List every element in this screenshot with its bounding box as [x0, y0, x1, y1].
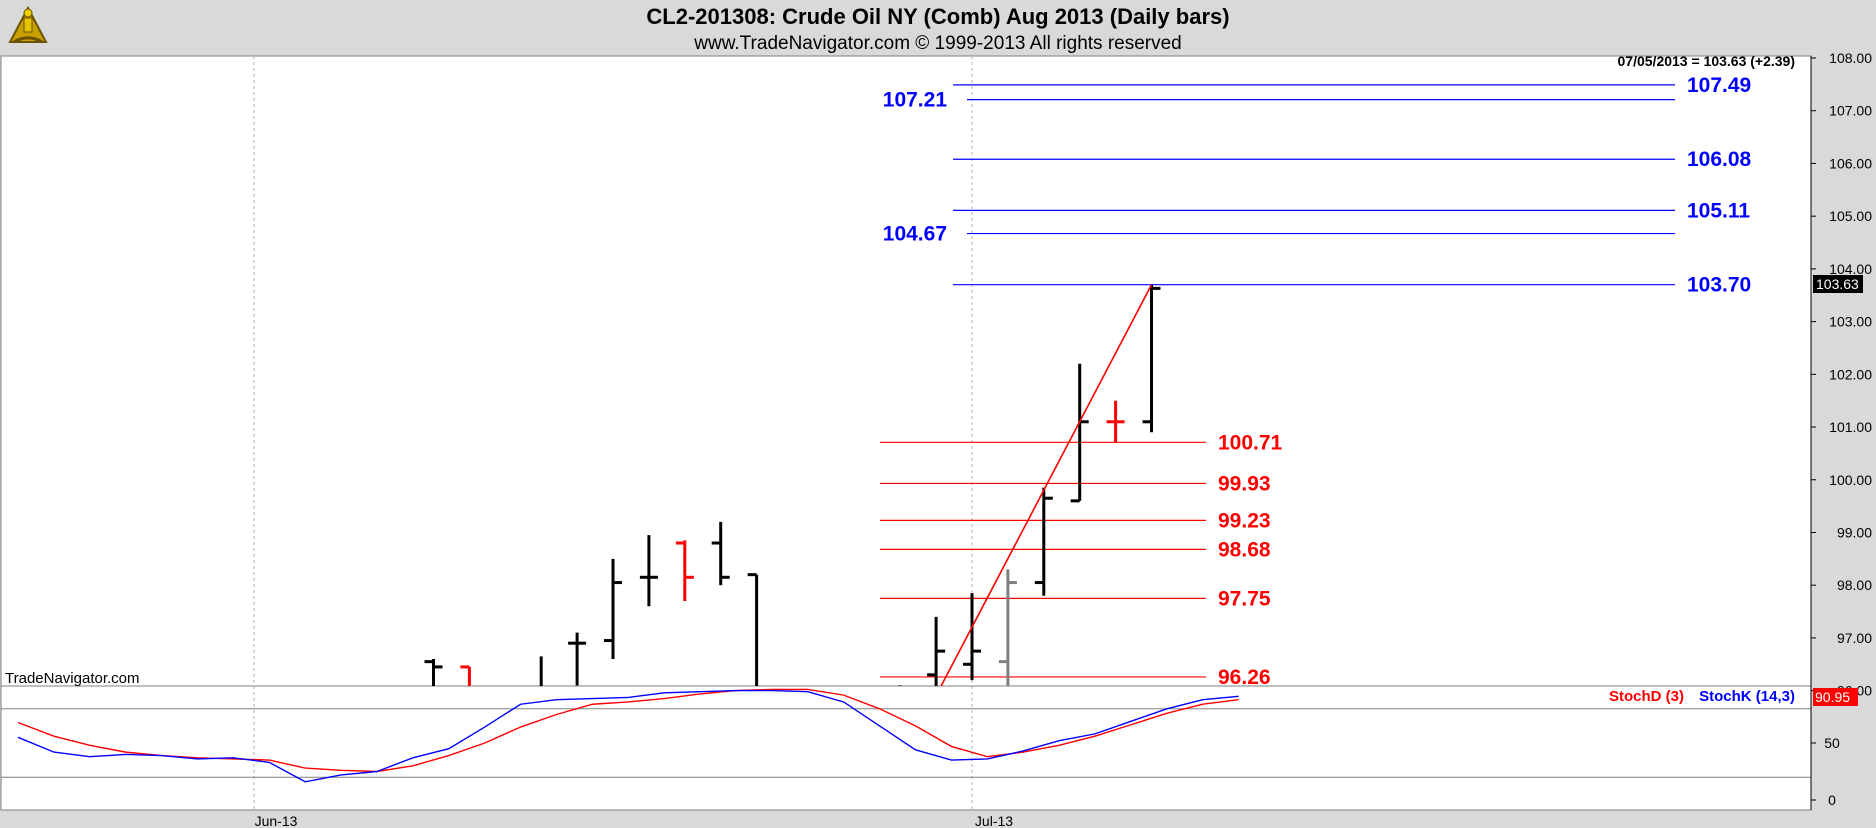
ohlc-bar	[675, 540, 694, 602]
price-tick-label: 99.00	[1837, 524, 1872, 540]
fib-extension-label: 107.21	[883, 89, 948, 112]
x-tick-label: Jul-13	[975, 813, 1013, 828]
svg-text:90.95: 90.95	[1815, 689, 1850, 705]
stochd-legend: StochD (3)	[1609, 688, 1684, 705]
ohlc-bar	[424, 659, 443, 686]
price-tick-label: 97.00	[1837, 630, 1872, 646]
price-tick-label: 101.00	[1829, 419, 1872, 435]
ohlc-bar	[998, 569, 1017, 686]
sextant-logo-icon	[8, 5, 48, 44]
stochk-legend: StochK (14,3)	[1699, 688, 1795, 705]
fib-extension-label: 103.70	[1687, 274, 1751, 297]
stoch-value-tag: 90.95	[1813, 688, 1858, 706]
ohlc-bar	[1070, 363, 1089, 503]
fib-layer: 107.49 107.21 106.08 105.11 104.67 103.70 100.…	[880, 74, 1752, 689]
ohlc-bar	[568, 632, 587, 686]
ohlc-bar	[639, 535, 658, 607]
price-tick-label: 103.00	[1829, 314, 1872, 330]
price-tick-label: 98.00	[1837, 577, 1872, 593]
ohlc-bar	[1034, 487, 1053, 596]
stochastics-layer	[17, 688, 1239, 783]
price-tick-label: 106.00	[1829, 155, 1872, 171]
fib-retracement-label: 96.26	[1218, 666, 1271, 689]
ohlc-bar	[963, 593, 981, 681]
price-tick-label: 102.00	[1829, 366, 1872, 382]
ohlc-bar	[1106, 400, 1125, 443]
fib-retracement-label: 100.71	[1218, 431, 1283, 454]
fib-extension-label: 105.11	[1687, 199, 1750, 222]
bars-layer	[424, 284, 1161, 686]
fib-extension-label: 104.67	[883, 223, 947, 246]
ohlc-bar	[539, 656, 543, 686]
ohlc-bar	[927, 616, 946, 686]
price-tick-label: 105.00	[1829, 208, 1872, 224]
watermark-text: TradeNavigator.com	[5, 670, 140, 687]
price-readout: 07/05/2013 = 103.63 (+2.39)	[1618, 53, 1795, 69]
chart-title: CL2-201308: Crude Oil NY (Comb) Aug 2013…	[646, 4, 1229, 29]
fib-extension-label: 107.49	[1687, 74, 1751, 97]
trendline	[940, 284, 1153, 686]
stoch-tick-label: 0	[1828, 792, 1836, 808]
fib-retracement-label: 99.23	[1218, 509, 1271, 532]
trend-layer	[940, 284, 1153, 686]
ohlc-bar	[1142, 284, 1161, 433]
stoch-tick-label: 50	[1824, 735, 1840, 751]
stochk-line	[17, 689, 1239, 783]
last-price-tag: 103.63	[1813, 275, 1863, 293]
ohlc-bar	[747, 573, 759, 686]
grid-layer	[1, 56, 1811, 811]
ohlc-bar	[604, 558, 622, 660]
fib-retracement-label: 99.93	[1218, 472, 1271, 495]
price-tick-label: 108.00	[1829, 50, 1872, 66]
svg-text:103.63: 103.63	[1816, 276, 1859, 292]
price-tick-label: 104.00	[1829, 261, 1872, 277]
price-tick-label: 107.00	[1829, 103, 1872, 119]
price-plot-area[interactable]	[0, 55, 1812, 687]
axis-layer: Jun-13Jul-1396.0097.0098.0099.00100.0010…	[255, 50, 1873, 828]
fib-retracement-label: 97.75	[1218, 587, 1271, 610]
chart-subtitle: www.TradeNavigator.com © 1999-2013 All r…	[693, 33, 1181, 54]
price-tick-label: 100.00	[1829, 472, 1872, 488]
ohlc-bar	[711, 521, 730, 586]
fib-retracement-label: 98.68	[1218, 538, 1271, 561]
indicator-plot-area[interactable]	[0, 685, 1812, 811]
fib-extension-label: 106.08	[1687, 148, 1752, 171]
x-tick-label: Jun-13	[255, 813, 298, 828]
ohlc-bar	[460, 665, 471, 686]
